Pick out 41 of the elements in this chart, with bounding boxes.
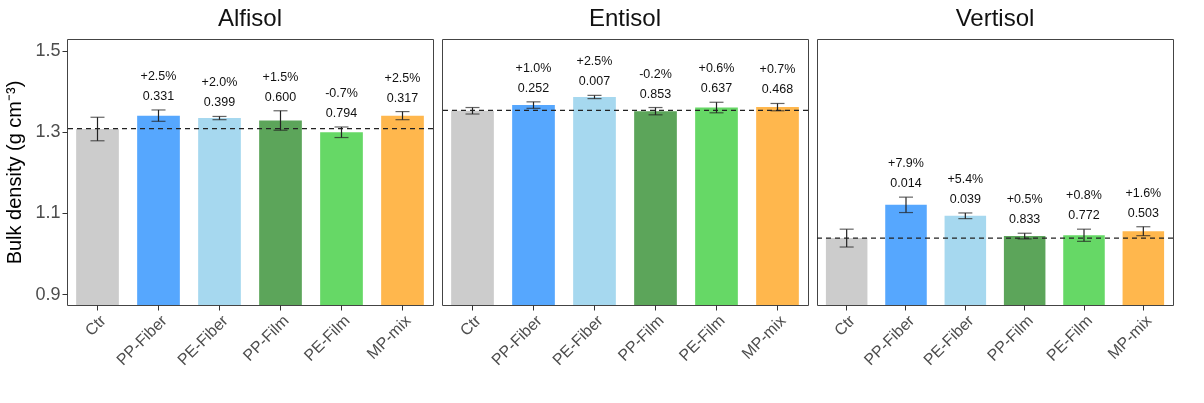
y-tick-label: 1.3 [35, 121, 61, 142]
annotation: 0.637 [700, 81, 733, 96]
annotation: +1.0% [515, 60, 552, 75]
y-tick-label: 1.1 [35, 202, 61, 223]
y-axis-title: Bulk density (g cm⁻³) [3, 80, 26, 265]
annotation: +0.8% [1066, 188, 1102, 203]
annotation: +5.4% [947, 171, 984, 186]
chart-title: Alfisol [217, 4, 283, 31]
x-tick-label: Ctr [456, 311, 485, 339]
annotation: 0.833 [1009, 212, 1041, 227]
annotation: +0.7% [759, 62, 796, 77]
chart-title: Entisol [588, 4, 662, 31]
annotation: 0.772 [1068, 208, 1100, 223]
annotation: -0.7% [325, 85, 358, 100]
annotation: +1.6% [1125, 185, 1162, 200]
annotation: 0.503 [1127, 205, 1160, 220]
annotation: +1.5% [262, 69, 299, 84]
annotation: 0.014 [890, 176, 922, 191]
x-tick-label: Ctr [81, 311, 110, 339]
annotation: +7.9% [888, 156, 924, 171]
annotation: 0.853 [639, 86, 672, 101]
annotation: +2.5% [384, 70, 421, 85]
annotation: 0.039 [949, 191, 982, 206]
annotation: +0.5% [1006, 192, 1043, 207]
annotation: 0.331 [142, 88, 175, 103]
y-tick-label: 1.5 [35, 40, 61, 61]
annotation: +2.5% [140, 68, 177, 83]
annotation: +2.5% [576, 54, 613, 69]
annotation: +2.0% [201, 75, 238, 90]
annotation: 0.252 [517, 80, 550, 95]
annotation: 0.399 [203, 95, 236, 110]
annotation: 0.007 [578, 74, 611, 89]
annotation: +0.6% [698, 61, 735, 76]
annotation: 0.468 [761, 82, 794, 97]
annotation: -0.2% [639, 66, 672, 81]
y-tick-label: 0.9 [35, 283, 61, 304]
annotation: 0.794 [325, 105, 358, 120]
annotation: 0.600 [264, 89, 297, 104]
chart-title: Vertisol [955, 4, 1035, 31]
annotation: 0.317 [386, 90, 419, 105]
x-tick-label: Ctr [830, 311, 859, 339]
